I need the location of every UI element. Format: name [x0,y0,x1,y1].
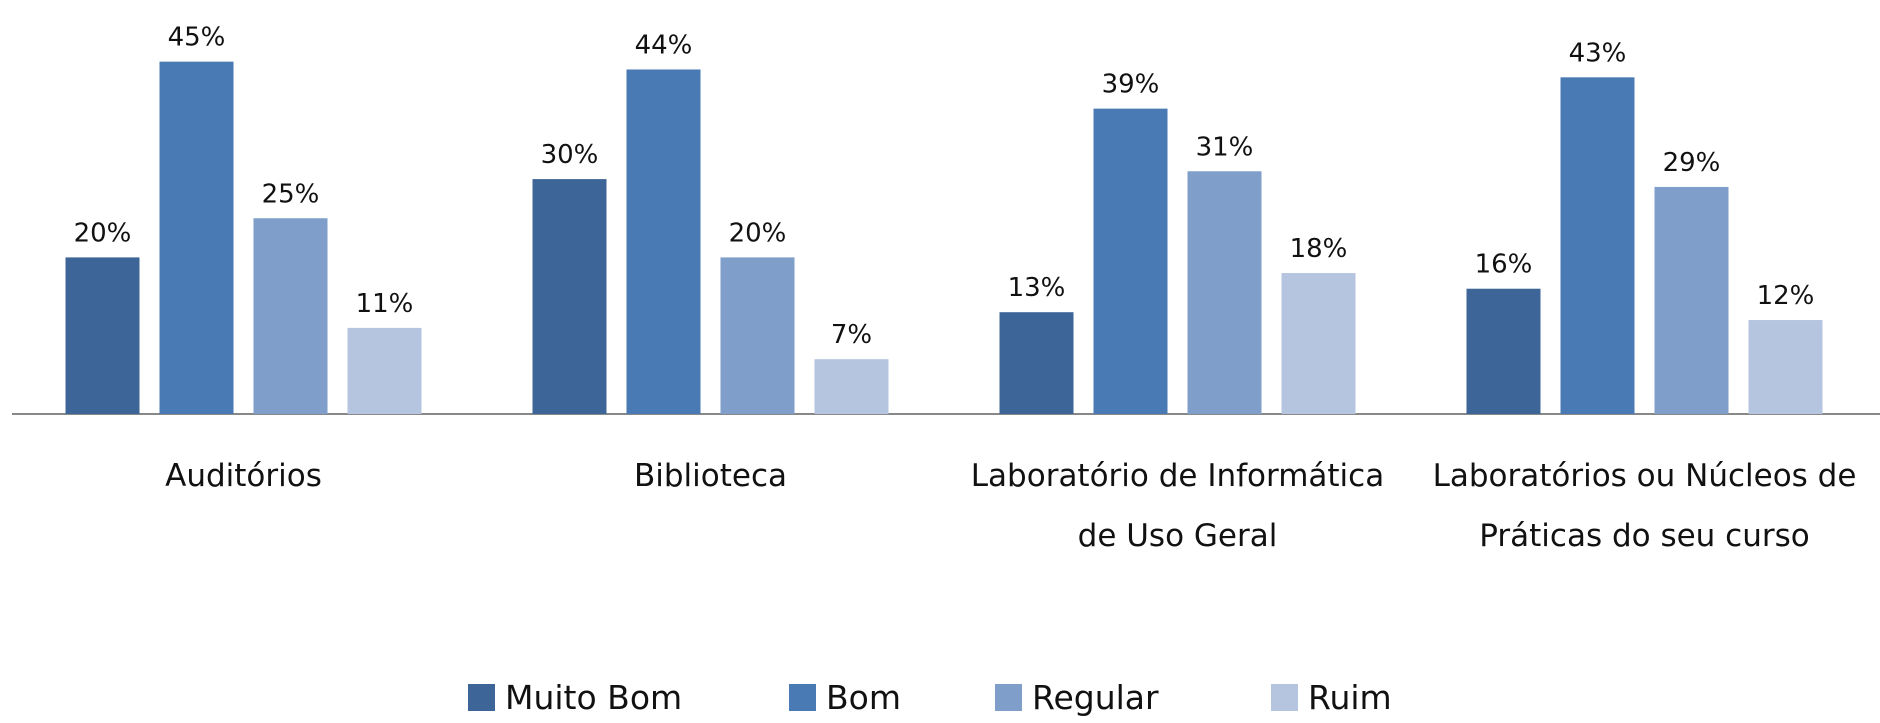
data-label: 31% [1196,132,1254,162]
category-label: Biblioteca [633,458,788,494]
bar [1093,108,1168,414]
legend-swatch [1271,684,1298,711]
bar [1748,320,1823,414]
data-label: 20% [729,218,787,248]
bar [1466,288,1541,414]
category-label: Auditórios [165,458,322,494]
bar [532,179,607,414]
bar [626,69,701,414]
data-label: 44% [635,30,693,60]
bar [1281,273,1356,414]
legend-item: Muito Bom [468,678,682,717]
data-label: 11% [356,289,414,319]
bar [720,257,795,414]
data-label: 29% [1663,148,1721,178]
legend-item: Bom [789,678,901,717]
bar [159,61,234,415]
data-label: 18% [1290,234,1348,264]
bar [347,327,422,414]
bar [1187,171,1262,414]
data-label: 30% [541,140,599,170]
data-label: 43% [1569,38,1627,68]
data-label: 7% [831,320,872,350]
data-label: 16% [1475,250,1533,280]
legend-swatch [995,684,1022,711]
data-label: 45% [168,23,226,53]
bar [65,257,140,414]
legend-label: Ruim [1308,678,1392,717]
category-label: Laboratório de Informática de Uso Geral [970,458,1385,554]
legend: Muito Bom Bom Regular Ruim [0,678,1880,723]
bar [1560,77,1635,414]
bar [1654,186,1729,414]
legend-swatch [468,684,495,711]
data-label: 13% [1008,273,1066,303]
legend-label: Regular [1032,678,1159,717]
legend-item: Ruim [1271,678,1392,717]
bar [999,312,1074,414]
plot: 20% 45% 25% 11% 30% 44% 20% 7% 13% 39% 31% 18% 16% 43… [12,23,1880,415]
legend-item: Regular [995,678,1159,717]
data-label: 25% [262,179,320,209]
data-label: 12% [1757,281,1815,311]
legend-swatch [789,684,816,711]
bar [253,218,328,414]
category-label: Laboratórios ou Núcleos de Práticas do s… [1432,458,1857,554]
data-label: 39% [1102,70,1160,100]
data-label: 20% [74,218,132,248]
bar [814,359,889,414]
legend-label: Bom [826,678,901,717]
legend-label: Muito Bom [505,678,683,717]
